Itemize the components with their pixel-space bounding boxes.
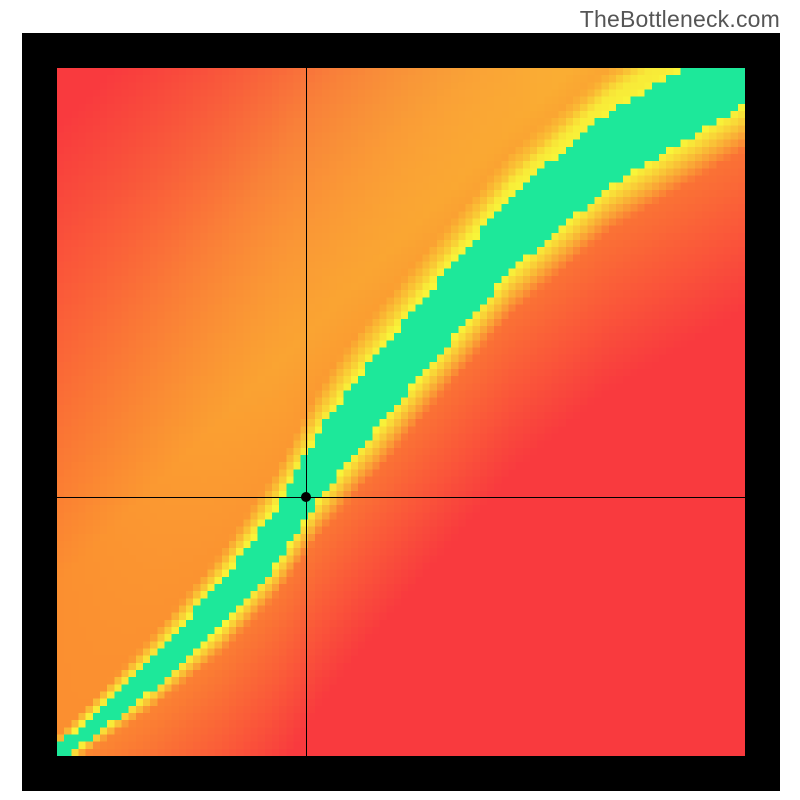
bottleneck-heatmap — [57, 68, 745, 756]
watermark-text: TheBottleneck.com — [580, 6, 780, 33]
chart-container: TheBottleneck.com — [0, 0, 800, 800]
crosshair-vertical — [306, 68, 307, 756]
crosshair-horizontal — [57, 497, 745, 498]
